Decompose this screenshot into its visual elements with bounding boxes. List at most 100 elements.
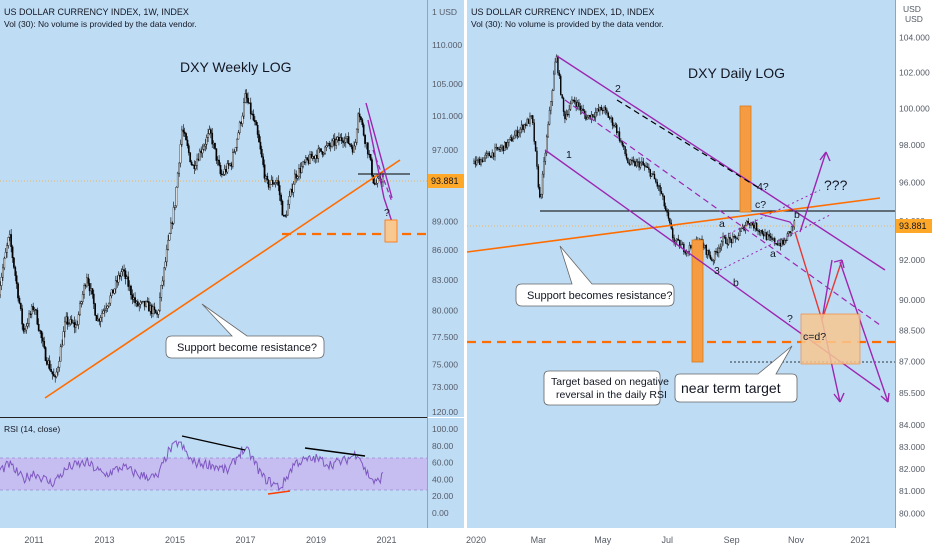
daily-candle [578,102,580,107]
daily-x-tick-label: Mar [531,535,547,545]
weekly-candle [68,323,70,325]
daily-candle [736,237,738,240]
weekly-candle [167,239,169,250]
daily-y-tick-label: 92.000 [899,255,925,265]
daily-x-tick-label: Nov [788,535,805,545]
rsi-legend-label[interactable]: RSI (14, close) [4,424,60,434]
weekly-candle [215,148,218,161]
daily-channel-upper[interactable] [556,55,886,271]
weekly-candle [289,188,292,197]
orange-vertical-bar[interactable] [739,105,752,213]
weekly-candle [310,153,313,159]
rsi-divergence-line[interactable] [181,435,246,451]
daily-candle [760,230,762,233]
daily-projection-arrow[interactable] [839,261,889,403]
daily-candle [551,90,554,102]
daily-candle [604,107,607,111]
daily-candle [722,236,724,242]
wave-label: b [794,209,800,221]
weekly-target-box[interactable] [384,219,398,243]
daily-target-box[interactable] [800,313,861,365]
daily-support-trendline[interactable] [466,197,881,253]
daily-candle [746,221,748,226]
rsi-divergence-line[interactable] [304,447,366,457]
rsi-axis[interactable]: 120.00 100.00 80.00 60.00 40.00 20.00 0.00 [432,407,458,518]
daily-candle [504,141,506,152]
weekly-candle [245,93,248,99]
weekly-candle [350,144,353,148]
near-term-callout[interactable] [674,345,798,403]
weekly-callout-box[interactable] [165,303,325,359]
rsi-y-tick-label: 60.00 [432,458,454,468]
daily-candle [533,122,535,142]
weekly-candle [366,142,369,155]
weekly-channel-mid[interactable] [372,149,393,203]
weekly-candle [30,306,33,315]
daily-projection-path[interactable] [759,213,794,227]
weekly-candle [109,295,112,304]
daily-candle [652,173,654,175]
weekly-candle [225,169,227,173]
weekly-candle [284,215,287,217]
daily-support-callout[interactable] [515,245,675,307]
daily-candle [499,147,502,150]
daily-candle [618,131,621,141]
wave-label: b [733,277,739,289]
weekly-candle [209,129,212,134]
daily-candle [674,240,677,243]
weekly-candle [292,183,295,193]
weekly-candle [146,301,149,303]
weekly-candle [95,315,98,321]
daily-candle [634,160,636,167]
daily-projection-arrow[interactable] [821,259,833,321]
arrow-head-icon [833,259,845,269]
weekly-candle [361,119,364,126]
daily-plot-background [467,0,895,528]
orange-vertical-bar[interactable] [691,239,704,363]
weekly-candle [234,147,237,152]
weekly-y-tick-label: 89.000 [432,217,458,227]
weekly-candle [222,174,225,176]
weekly-support-trendline[interactable] [44,159,401,399]
weekly-time-axis[interactable]: 2011 2013 2015 2017 2019 2021 [24,535,396,545]
daily-candle [523,124,526,131]
daily-price-axis[interactable]: 104.000102.000100.00098.00096.00094.0009… [899,32,930,518]
panel-divider[interactable] [464,0,467,550]
daily-candle [623,145,625,147]
weekly-x-tick-label: 2011 [24,535,43,545]
rsi-low-line[interactable] [267,490,291,495]
target-rsi-callout[interactable] [543,370,661,406]
daily-candle [681,243,684,246]
daily-candle [511,137,513,142]
daily-candle [488,152,491,157]
weekly-candle [66,316,69,325]
daily-candle [595,112,597,118]
daily-projection-arrow[interactable] [799,151,827,233]
daily-symbol-header[interactable]: US DOLLAR CURRENCY INDEX, 1D, INDEX [471,7,654,17]
weekly-candle [125,276,128,279]
weekly-candle [320,148,322,152]
weekly-channel-upper[interactable] [365,102,393,199]
weekly-symbol-header[interactable]: US DOLLAR CURRENCY INDEX, 1W, INDEX [4,7,189,17]
daily-x-tick-label: 2020 [466,535,486,545]
daily-time-axis[interactable]: 2020 Mar May Jul Sep Nov 2021 [466,535,870,545]
weekly-candle [336,136,339,140]
weekly-candle [32,306,35,311]
daily-y-tick-label: 98.000 [899,140,925,150]
daily-candle [635,161,637,167]
daily-candle [758,230,761,233]
daily-dotted-channel[interactable] [719,189,821,239]
weekly-candle [80,301,83,304]
weekly-candle [376,177,379,184]
daily-candle [783,239,786,245]
weekly-candle [340,137,343,141]
weekly-candle [160,284,163,298]
weekly-candle [266,175,269,181]
daily-dotted-channel[interactable] [719,214,831,271]
daily-candle [790,226,793,233]
daily-dashed-black[interactable] [616,99,763,191]
weekly-candle [260,149,263,158]
weekly-candle [360,116,362,120]
weekly-candle [91,288,94,295]
weekly-candle [161,280,164,286]
